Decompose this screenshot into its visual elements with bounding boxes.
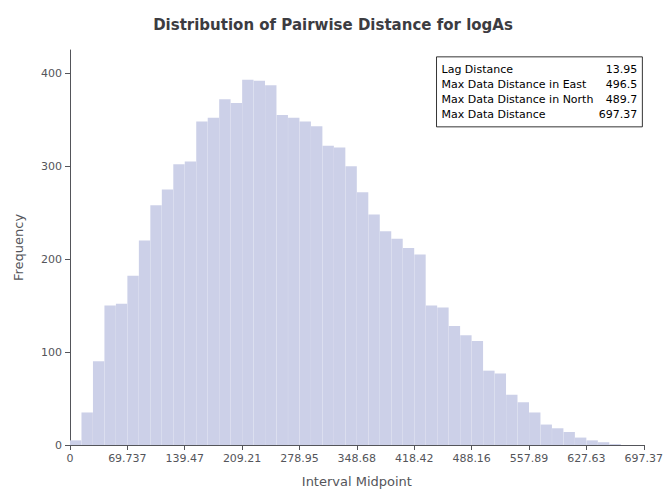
svg-text:Max Data Distance in East: Max Data Distance in East xyxy=(442,78,588,91)
svg-text:489.7: 489.7 xyxy=(606,93,638,106)
svg-text:Max Data Distance in North: Max Data Distance in North xyxy=(442,93,594,106)
svg-text:Interval Midpoint: Interval Midpoint xyxy=(302,474,412,489)
svg-text:Lag Distance: Lag Distance xyxy=(442,63,514,76)
svg-text:300: 300 xyxy=(41,160,62,173)
svg-text:496.5: 496.5 xyxy=(606,78,638,91)
svg-text:400: 400 xyxy=(41,67,62,80)
svg-text:697.37: 697.37 xyxy=(599,108,638,121)
svg-text:13.95: 13.95 xyxy=(606,63,638,76)
svg-text:0: 0 xyxy=(55,439,62,452)
svg-text:200: 200 xyxy=(41,253,62,266)
svg-text:0: 0 xyxy=(67,452,74,465)
svg-text:418.42: 418.42 xyxy=(395,452,434,465)
svg-text:697.37: 697.37 xyxy=(625,452,664,465)
svg-text:488.16: 488.16 xyxy=(452,452,491,465)
svg-text:Max Data Distance: Max Data Distance xyxy=(442,108,546,121)
svg-text:278.95: 278.95 xyxy=(280,452,319,465)
svg-text:348.68: 348.68 xyxy=(338,452,377,465)
svg-text:627.63: 627.63 xyxy=(567,452,606,465)
svg-text:Frequency: Frequency xyxy=(11,214,26,281)
svg-text:69.737: 69.737 xyxy=(108,452,147,465)
svg-text:Distribution of Pairwise Dista: Distribution of Pairwise Distance for lo… xyxy=(153,16,513,34)
svg-text:209.21: 209.21 xyxy=(223,452,262,465)
svg-text:139.47: 139.47 xyxy=(165,452,204,465)
svg-text:100: 100 xyxy=(41,346,62,359)
svg-text:557.89: 557.89 xyxy=(510,452,549,465)
